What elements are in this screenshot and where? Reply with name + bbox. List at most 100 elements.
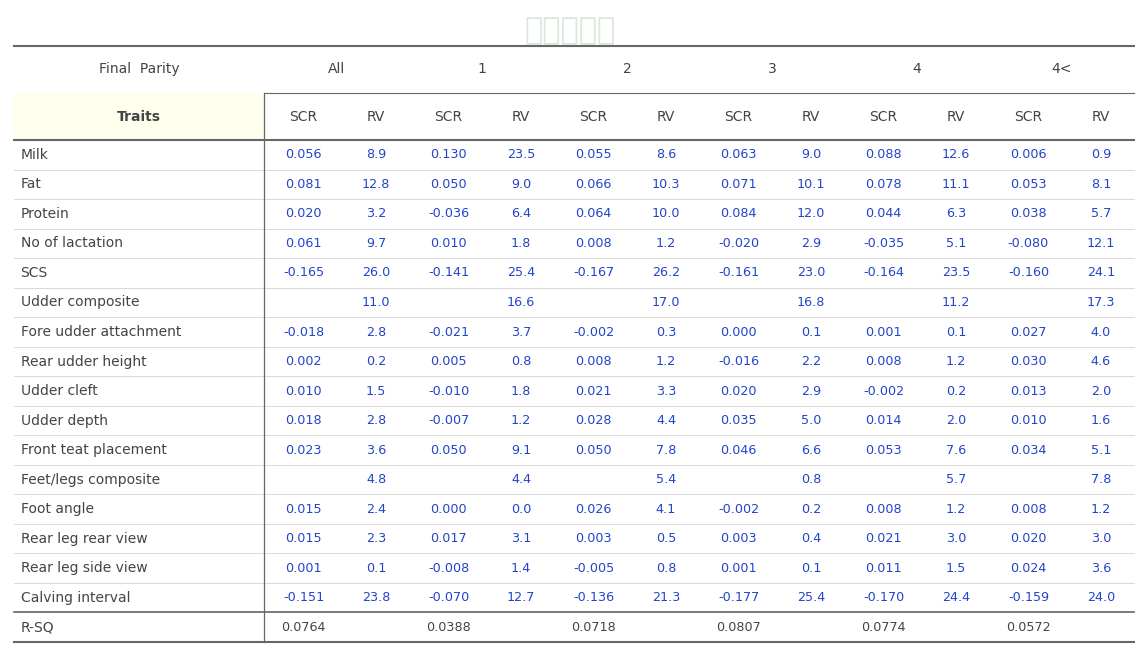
Text: 3.1: 3.1 [511, 532, 531, 545]
Text: 0.081: 0.081 [285, 178, 321, 191]
Text: 0.008: 0.008 [576, 237, 612, 250]
Text: 8.6: 8.6 [656, 149, 676, 161]
Text: -0.167: -0.167 [573, 267, 614, 280]
Text: RV: RV [367, 109, 385, 124]
Text: 0.027: 0.027 [1010, 326, 1047, 339]
Text: 0.010: 0.010 [1010, 414, 1047, 427]
Text: 1.8: 1.8 [511, 237, 531, 250]
Text: Foot angle: Foot angle [21, 502, 93, 516]
Text: 0.021: 0.021 [865, 532, 902, 545]
Text: 17.3: 17.3 [1086, 296, 1115, 309]
Text: 0.021: 0.021 [576, 384, 612, 398]
Text: 0.071: 0.071 [720, 178, 757, 191]
Text: -0.161: -0.161 [718, 267, 759, 280]
Text: 10.1: 10.1 [797, 178, 825, 191]
Text: 2.0: 2.0 [946, 414, 966, 427]
Text: 0.130: 0.130 [430, 149, 467, 161]
Text: -0.002: -0.002 [573, 326, 614, 339]
Text: 0.003: 0.003 [576, 532, 612, 545]
Text: -0.165: -0.165 [283, 267, 324, 280]
Text: 23.5: 23.5 [507, 149, 536, 161]
Text: 0.084: 0.084 [720, 208, 757, 221]
Text: 1.4: 1.4 [511, 561, 531, 574]
Text: 16.8: 16.8 [797, 296, 825, 309]
Text: 26.0: 26.0 [363, 267, 390, 280]
Text: -0.010: -0.010 [428, 384, 470, 398]
Text: 0.050: 0.050 [576, 443, 612, 457]
Bar [14, 93, 264, 140]
Text: 0.0774: 0.0774 [861, 621, 906, 633]
Text: 0.006: 0.006 [1010, 149, 1047, 161]
Text: 0.8: 0.8 [511, 355, 531, 368]
Text: -0.070: -0.070 [428, 591, 470, 604]
Text: 0.046: 0.046 [720, 443, 757, 457]
Text: 9.0: 9.0 [801, 149, 821, 161]
Text: 0.008: 0.008 [576, 355, 612, 368]
Text: 0.020: 0.020 [720, 384, 757, 398]
Text: 24.4: 24.4 [942, 591, 970, 604]
Text: 3: 3 [767, 62, 776, 77]
Text: RV: RV [947, 109, 966, 124]
Text: 0.018: 0.018 [285, 414, 321, 427]
Text: -0.136: -0.136 [573, 591, 614, 604]
Text: Udder cleft: Udder cleft [21, 384, 97, 398]
Text: 0.005: 0.005 [430, 355, 467, 368]
Text: 2.2: 2.2 [801, 355, 821, 368]
Text: Udder depth: Udder depth [21, 413, 107, 428]
Text: -0.170: -0.170 [863, 591, 904, 604]
Text: 0.0572: 0.0572 [1007, 621, 1051, 633]
Text: 3.0: 3.0 [946, 532, 967, 545]
Text: 11.1: 11.1 [942, 178, 970, 191]
Text: 0.015: 0.015 [285, 532, 321, 545]
Text: 0.028: 0.028 [576, 414, 612, 427]
Text: R-SQ: R-SQ [21, 620, 54, 634]
Text: 1.2: 1.2 [946, 502, 966, 515]
Text: SCR: SCR [434, 109, 463, 124]
Text: 8.1: 8.1 [1091, 178, 1112, 191]
Text: Protein: Protein [21, 207, 70, 221]
Text: 2: 2 [622, 62, 632, 77]
Text: 2.8: 2.8 [366, 326, 386, 339]
Text: 6.3: 6.3 [946, 208, 966, 221]
Text: -0.164: -0.164 [863, 267, 904, 280]
Text: SCR: SCR [870, 109, 897, 124]
Text: 5.4: 5.4 [656, 473, 676, 486]
Text: 2.3: 2.3 [366, 532, 386, 545]
Text: 9.0: 9.0 [511, 178, 531, 191]
Text: 12.1: 12.1 [1086, 237, 1115, 250]
Text: 4.4: 4.4 [656, 414, 676, 427]
Text: -0.002: -0.002 [863, 384, 904, 398]
Text: 8.9: 8.9 [366, 149, 386, 161]
Text: Fat: Fat [21, 178, 41, 191]
Text: 5.1: 5.1 [946, 237, 967, 250]
Text: 1: 1 [478, 62, 487, 77]
Text: 2.9: 2.9 [801, 384, 821, 398]
Text: 0.2: 0.2 [801, 502, 821, 515]
Text: -0.018: -0.018 [283, 326, 324, 339]
Text: 0.066: 0.066 [576, 178, 612, 191]
Text: 23.8: 23.8 [361, 591, 390, 604]
Text: 4.8: 4.8 [366, 473, 386, 486]
Text: No of lactation: No of lactation [21, 236, 122, 250]
Text: 24.1: 24.1 [1086, 267, 1115, 280]
Text: RV: RV [657, 109, 675, 124]
Text: 7.8: 7.8 [1091, 473, 1112, 486]
Text: -0.005: -0.005 [573, 561, 614, 574]
Text: 0.1: 0.1 [800, 326, 821, 339]
Text: 0.030: 0.030 [1010, 355, 1047, 368]
Text: 0.2: 0.2 [946, 384, 966, 398]
Text: 0.011: 0.011 [865, 561, 902, 574]
Text: 0.0764: 0.0764 [282, 621, 326, 633]
Text: 3.0: 3.0 [1091, 532, 1112, 545]
Text: 1.2: 1.2 [656, 355, 676, 368]
Text: Front teat placement: Front teat placement [21, 443, 166, 457]
Text: -0.177: -0.177 [718, 591, 759, 604]
Text: 0.8: 0.8 [800, 473, 821, 486]
Text: 4.4: 4.4 [511, 473, 531, 486]
Text: 0.056: 0.056 [285, 149, 321, 161]
Text: 3.7: 3.7 [511, 326, 531, 339]
Text: 10.0: 10.0 [652, 208, 681, 221]
Text: 4.6: 4.6 [1091, 355, 1112, 368]
Text: 0.3: 0.3 [656, 326, 676, 339]
Text: -0.080: -0.080 [1008, 237, 1049, 250]
